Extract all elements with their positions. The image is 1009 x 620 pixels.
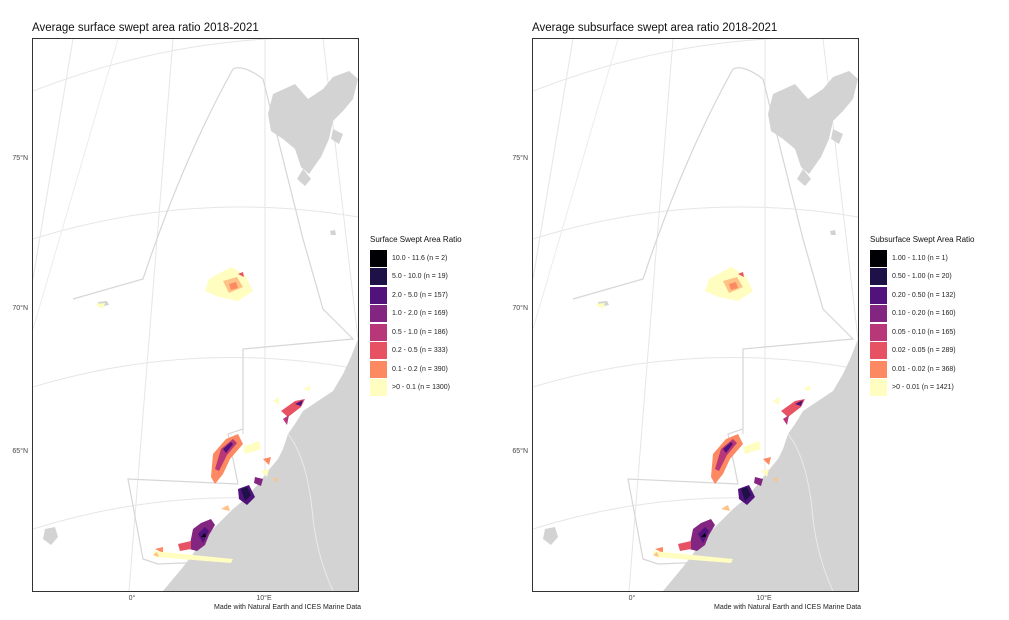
- legend-label: 0.01 - 0.02 (n = 368): [892, 365, 956, 373]
- legend-label: 0.10 - 0.20 (n = 160): [892, 310, 956, 317]
- legend-swatch: [870, 323, 887, 341]
- legend-item: 0.50 - 1.00 (n = 20): [870, 268, 975, 286]
- legend-item: 0.02 - 0.05 (n = 289): [870, 342, 975, 360]
- legend-label: 0.5 - 1.0 (n = 186): [392, 328, 448, 336]
- legend-item: >0 - 0.01 (n = 1421): [870, 379, 975, 397]
- legend-swatch: [370, 323, 387, 341]
- legend-item: 5.0 - 10.0 (n = 19): [370, 268, 462, 286]
- legend-item: 0.20 - 0.50 (n = 132): [870, 286, 975, 304]
- map-canvas: [533, 39, 858, 591]
- map-legend: Subsurface Swept Area Ratio 1.00 - 1.10 …: [870, 235, 975, 397]
- map-frame[interactable]: [32, 38, 359, 592]
- subsurface-sar-map-panel: Average subsurface swept area ratio 2018…: [500, 0, 1000, 620]
- legend-swatch: [370, 379, 387, 396]
- legend-label: 2.0 - 5.0 (n = 157): [392, 291, 448, 299]
- legend-item: 1.00 - 1.10 (n = 1): [870, 249, 975, 267]
- legend-title: Surface Swept Area Ratio: [370, 235, 462, 244]
- legend-item: 0.1 - 0.2 (n = 390): [370, 360, 462, 378]
- legend-swatch: [870, 286, 887, 304]
- legend-swatch: [370, 342, 387, 359]
- map-title: Average surface swept area ratio 2018-20…: [32, 22, 259, 34]
- legend-label: 0.20 - 0.50 (n = 132): [892, 291, 956, 299]
- legend-item: 0.05 - 0.10 (n = 165): [870, 323, 975, 341]
- lat-label-75: 75°N: [12, 155, 28, 162]
- legend-swatch: [870, 379, 887, 396]
- legend-item: >0 - 0.1 (n = 1300): [370, 379, 462, 397]
- legend-item: 0.10 - 0.20 (n = 160): [870, 305, 975, 323]
- lon-label-0: 0°: [628, 595, 636, 602]
- legend-item: 2.0 - 5.0 (n = 157): [370, 286, 462, 304]
- map-canvas: [33, 39, 358, 591]
- legend-label: >0 - 0.01 (n = 1421): [892, 384, 954, 391]
- map-legend: Surface Swept Area Ratio 10.0 - 11.6 (n …: [370, 235, 462, 397]
- lon-label-10e: 10°E: [256, 595, 272, 602]
- legend-label: >0 - 0.1 (n = 1300): [392, 384, 450, 391]
- map-credit: Made with Natural Earth and ICES Marine …: [214, 604, 362, 611]
- legend-swatch: [370, 268, 387, 285]
- lat-label-75: 75°N: [512, 155, 528, 162]
- legend-swatch: [870, 305, 887, 322]
- lat-label-70: 70°N: [512, 305, 528, 312]
- legend-item: 1.0 - 2.0 (n = 169): [370, 305, 462, 323]
- legend-label: 0.02 - 0.05 (n = 289): [892, 347, 956, 354]
- legend-label: 5.0 - 10.0 (n = 19): [392, 273, 448, 280]
- map-title: Average subsurface swept area ratio 2018…: [532, 22, 778, 34]
- legend-label: 0.1 - 0.2 (n = 390): [392, 365, 448, 373]
- legend-label: 0.50 - 1.00 (n = 20): [892, 273, 952, 280]
- legend-item: 0.2 - 0.5 (n = 333): [370, 342, 462, 360]
- legend-item: 10.0 - 11.6 (n = 2): [370, 249, 462, 267]
- lat-label-65: 65°N: [12, 448, 28, 455]
- lon-label-0: 0°: [128, 595, 136, 602]
- legend-swatch: [870, 360, 887, 378]
- lon-label-10e: 10°E: [756, 595, 772, 602]
- legend-label: 1.0 - 2.0 (n = 169): [392, 310, 448, 317]
- lat-label-70: 70°N: [12, 305, 28, 312]
- legend-label: 1.00 - 1.10 (n = 1): [892, 254, 948, 262]
- map-frame[interactable]: [532, 38, 859, 592]
- surface-sar-map-panel: Average surface swept area ratio 2018-20…: [0, 0, 500, 620]
- legend-label: 10.0 - 11.6 (n = 2): [392, 254, 448, 262]
- lat-label-65: 65°N: [512, 448, 528, 455]
- legend-swatch: [370, 286, 387, 304]
- legend-item: 0.5 - 1.0 (n = 186): [370, 323, 462, 341]
- map-credit: Made with Natural Earth and ICES Marine …: [714, 604, 862, 611]
- legend-swatch: [370, 249, 387, 267]
- legend-swatch: [370, 305, 387, 322]
- legend-title: Subsurface Swept Area Ratio: [870, 235, 975, 244]
- legend-swatch: [870, 342, 887, 359]
- legend-swatch: [370, 360, 387, 378]
- legend-label: 0.2 - 0.5 (n = 333): [392, 347, 448, 354]
- legend-swatch: [870, 268, 887, 285]
- legend-label: 0.05 - 0.10 (n = 165): [892, 328, 956, 336]
- legend-item: 0.01 - 0.02 (n = 368): [870, 360, 975, 378]
- legend-swatch: [870, 249, 887, 267]
